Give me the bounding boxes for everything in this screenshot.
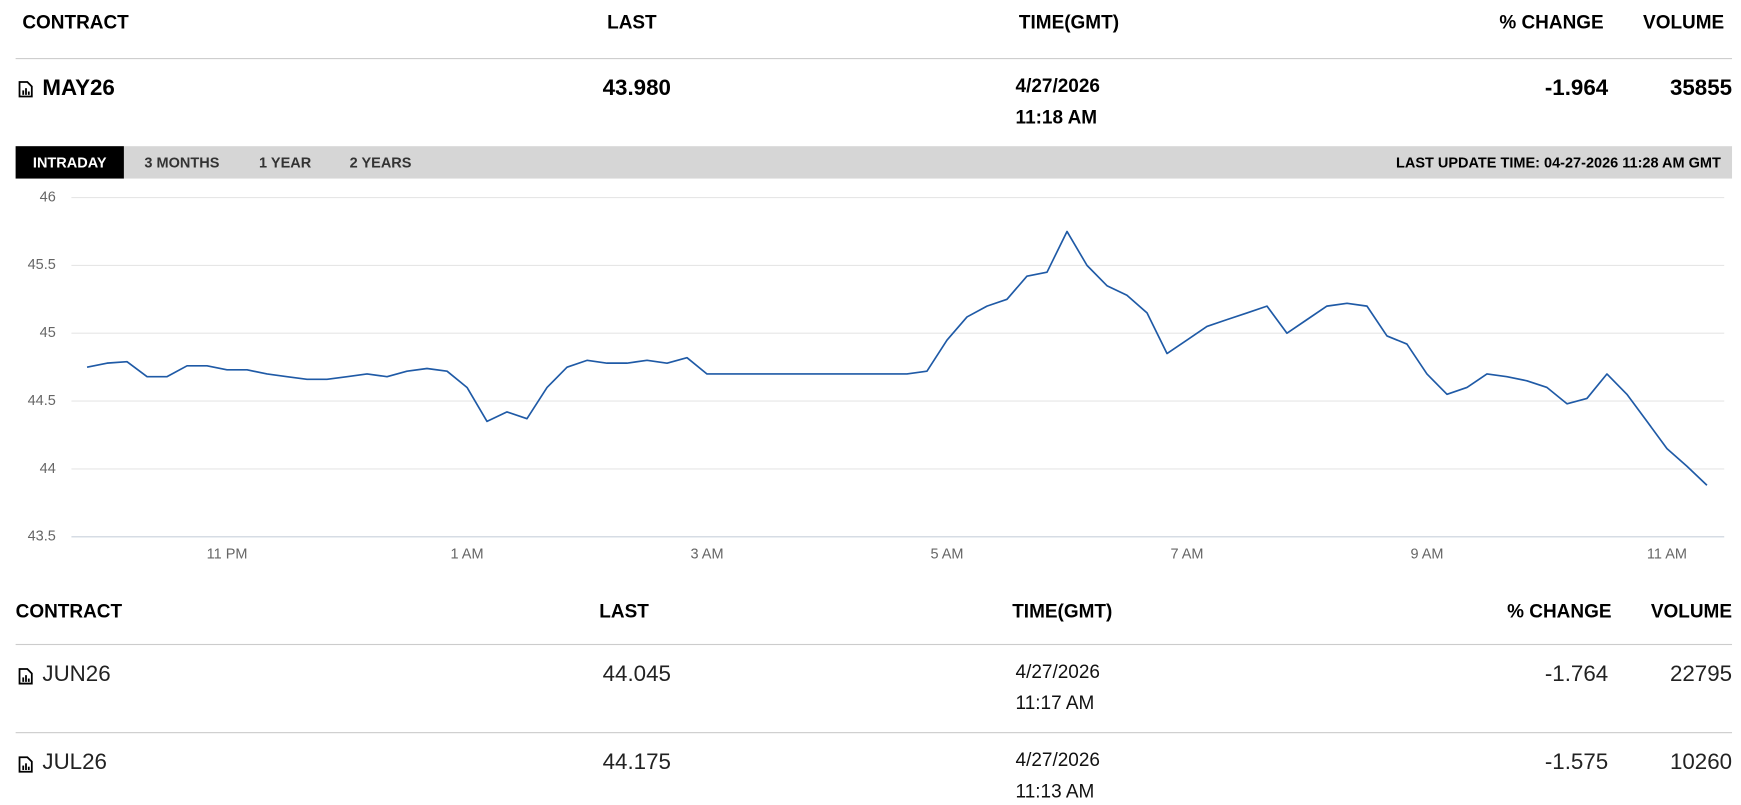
y-tick-label: 43.5 — [28, 529, 56, 545]
x-tick-label: 11 PM — [207, 546, 248, 562]
tab-bar: LAST UPDATE TIME: 04-27-2026 11:28 AM GM… — [15, 146, 1733, 179]
chart-icon[interactable] — [18, 80, 34, 98]
time: 11:13 AM — [1015, 780, 1095, 802]
chart-icon[interactable] — [18, 756, 34, 774]
chart-icon[interactable] — [18, 667, 34, 685]
x-tick-label: 1 AM — [451, 546, 484, 562]
last-update: LAST UPDATE TIME: 04-27-2026 11:28 AM GM… — [1395, 154, 1721, 171]
divider — [15, 732, 1733, 734]
x-tick-label: 3 AM — [690, 546, 723, 562]
column-header: CONTRACT — [22, 11, 129, 33]
volume: 22795 — [1669, 661, 1733, 687]
column-header: CONTRACT — [15, 600, 123, 623]
last-price: 44.045 — [602, 661, 671, 687]
x-tick-label: 5 AM — [930, 546, 963, 562]
date: 4/27/2026 — [1015, 75, 1100, 97]
column-header: % CHANGE — [1507, 600, 1612, 623]
range-tab[interactable]: 2 YEARS — [349, 154, 412, 171]
percent-change: -1.764 — [1544, 661, 1609, 687]
column-header: % CHANGE — [1499, 11, 1604, 33]
column-header: TIME(GMT) — [1012, 600, 1113, 623]
range-tab[interactable]: 1 YEAR — [259, 154, 312, 171]
divider — [15, 58, 1733, 60]
price-line — [86, 230, 1708, 486]
y-tick-label: 45.5 — [28, 257, 56, 273]
time: 11:17 AM — [1015, 692, 1095, 714]
x-tick-label: 11 AM — [1647, 546, 1687, 562]
y-tick-label: 46 — [40, 189, 56, 205]
x-tick-label: 9 AM — [1410, 546, 1443, 562]
contract: MAY26 — [42, 75, 115, 101]
range-tab[interactable]: 3 MONTHS — [144, 154, 220, 171]
contract: JUL26 — [42, 749, 107, 775]
time: 11:18 AM — [1015, 106, 1098, 128]
column-header: LAST — [599, 600, 649, 623]
column-header: LAST — [607, 11, 657, 33]
divider — [15, 643, 1733, 646]
last-price: 43.980 — [602, 75, 671, 101]
date: 4/27/2026 — [1015, 749, 1100, 771]
last-price: 44.175 — [602, 749, 671, 775]
percent-change: -1.964 — [1544, 75, 1609, 101]
percent-change: -1.575 — [1544, 749, 1609, 775]
y-tick-label: 45 — [40, 325, 56, 341]
y-tick-label: 44 — [40, 461, 56, 477]
column-header: VOLUME — [1643, 11, 1725, 33]
contract: JUN26 — [42, 661, 111, 687]
volume: 35855 — [1669, 75, 1733, 101]
x-tick-label: 7 AM — [1170, 546, 1203, 562]
volume: 10260 — [1669, 749, 1733, 775]
date: 4/27/2026 — [1015, 661, 1100, 683]
y-tick-label: 44.5 — [28, 393, 56, 409]
column-header: VOLUME — [1650, 600, 1733, 623]
range-tab[interactable]: INTRADAY — [15, 146, 124, 179]
column-header: TIME(GMT) — [1018, 11, 1120, 33]
